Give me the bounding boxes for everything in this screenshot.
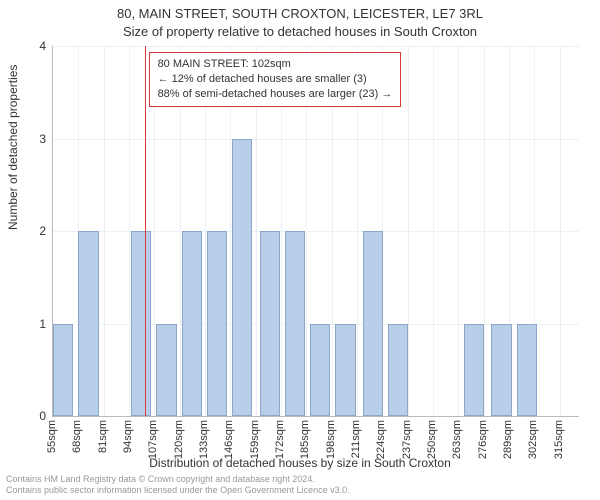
y-gridline [53,139,579,140]
histogram-bar [260,231,280,416]
x-tick-label: 133sqm [198,420,210,459]
histogram-bar [232,139,252,417]
histogram-bar [78,231,98,416]
x-tick-label: 107sqm [147,420,159,459]
x-tick-label: 68sqm [71,420,83,453]
x-tick-label: 172sqm [274,420,286,459]
reference-annotation: 80 MAIN STREET: 102sqm ← 12% of detached… [149,52,402,107]
histogram-bar [491,324,511,417]
x-tick-label: 263sqm [451,420,463,459]
y-tick-label: 2 [6,224,46,238]
histogram-bar [363,231,383,416]
y-gridline [53,46,579,47]
histogram-bar [517,324,537,417]
footer-attribution: Contains HM Land Registry data © Crown c… [6,474,350,497]
x-tick-label: 198sqm [325,420,337,459]
annotation-line-larger: 88% of semi-detached houses are larger (… [158,87,393,102]
y-tick-label: 0 [6,409,46,423]
histogram-bar [310,324,330,417]
x-tick-label: 81sqm [97,420,109,453]
x-gridline [129,46,130,416]
footer-line1: Contains HM Land Registry data © Crown c… [6,474,350,485]
histogram-bar [182,231,202,416]
x-tick-label: 146sqm [223,420,235,459]
chart-title-subtitle: Size of property relative to detached ho… [0,24,600,39]
x-tick-label: 289sqm [502,420,514,459]
y-tick-label: 4 [6,39,46,53]
y-axis-label: Number of detached properties [6,65,20,230]
histogram-bar [464,324,484,417]
x-tick-label: 185sqm [299,420,311,459]
histogram-bar [335,324,355,417]
y-tick-label: 1 [6,317,46,331]
x-tick-label: 276sqm [477,420,489,459]
plot-area: 80 MAIN STREET: 102sqm ← 12% of detached… [52,46,579,417]
histogram-bar [156,324,176,417]
histogram-bar [207,231,227,416]
annotation-line-property: 80 MAIN STREET: 102sqm [158,57,393,72]
histogram-bar [131,231,151,416]
x-tick-label: 250sqm [426,420,438,459]
x-tick-label: 237sqm [401,420,413,459]
x-tick-label: 224sqm [375,420,387,459]
x-tick-label: 302sqm [527,420,539,459]
x-gridline [560,46,561,416]
x-gridline [458,46,459,416]
x-tick-label: 159sqm [249,420,261,459]
x-tick-label: 211sqm [350,420,362,458]
x-tick-label: 120sqm [173,420,185,459]
histogram-bar [53,324,73,417]
x-gridline [104,46,105,416]
annotation-line-smaller: ← 12% of detached houses are smaller (3) [158,72,393,87]
footer-line2: Contains public sector information licen… [6,485,350,496]
histogram-bar [388,324,408,417]
x-gridline [433,46,434,416]
x-tick-label: 94sqm [122,420,134,453]
x-tick-label: 315sqm [553,420,565,459]
histogram-bar [285,231,305,416]
y-tick-label: 3 [6,132,46,146]
chart-title-address: 80, MAIN STREET, SOUTH CROXTON, LEICESTE… [0,6,600,21]
x-tick-label: 55sqm [46,420,58,453]
reference-line [145,46,146,416]
